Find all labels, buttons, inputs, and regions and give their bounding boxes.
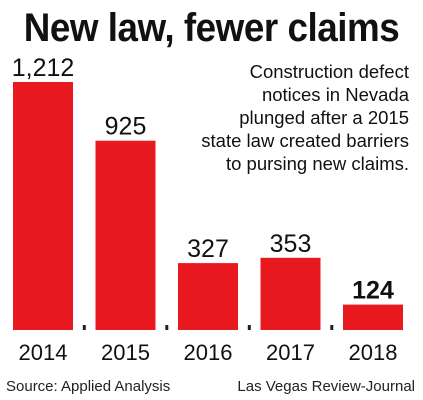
source-note: Source: Applied Analysis (6, 378, 171, 395)
axis-tick-mark (247, 325, 251, 330)
x-tick-label-2014: 2014 (19, 340, 68, 365)
data-label-2014: 1,212 (12, 54, 75, 82)
axis-tick-mark (165, 325, 169, 330)
data-label-2017: 353 (270, 230, 312, 258)
axis-tick-mark (330, 325, 334, 330)
chart-subtitle: Construction defect notices in Nevada pl… (199, 60, 409, 175)
bar-2016 (178, 263, 238, 330)
data-label-2016: 327 (187, 235, 229, 263)
chart-title: New law, fewer claims (23, 6, 400, 50)
data-label-2018: 124 (352, 277, 394, 305)
bar-2018 (343, 304, 403, 330)
x-tick-label-2015: 2015 (101, 340, 150, 365)
x-tick-label-2016: 2016 (184, 340, 233, 365)
publisher-credit: Las Vegas Review-Journal (237, 378, 415, 395)
bar-2017 (260, 257, 321, 330)
data-label-2015: 925 (105, 113, 147, 141)
x-tick-label-2018: 2018 (349, 340, 398, 365)
axis-tick-mark (82, 325, 86, 330)
bar-2014 (13, 82, 73, 330)
x-tick-label-2017: 2017 (266, 340, 315, 365)
bar-2015 (95, 140, 156, 330)
